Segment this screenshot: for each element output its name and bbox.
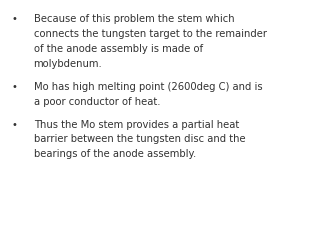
- Text: of the anode assembly is made of: of the anode assembly is made of: [34, 44, 203, 54]
- Text: barrier between the tungsten disc and the: barrier between the tungsten disc and th…: [34, 134, 245, 144]
- Text: Mo has high melting point (2600deg C) and is: Mo has high melting point (2600deg C) an…: [34, 82, 262, 92]
- Text: •: •: [11, 82, 17, 92]
- Text: a poor conductor of heat.: a poor conductor of heat.: [34, 97, 160, 107]
- Text: Thus the Mo stem provides a partial heat: Thus the Mo stem provides a partial heat: [34, 120, 239, 130]
- Text: bearings of the anode assembly.: bearings of the anode assembly.: [34, 149, 196, 159]
- Text: •: •: [11, 120, 17, 130]
- Text: •: •: [11, 14, 17, 24]
- Text: molybdenum.: molybdenum.: [34, 59, 102, 69]
- Text: connects the tungsten target to the remainder: connects the tungsten target to the rema…: [34, 29, 267, 39]
- Text: Because of this problem the stem which: Because of this problem the stem which: [34, 14, 234, 24]
